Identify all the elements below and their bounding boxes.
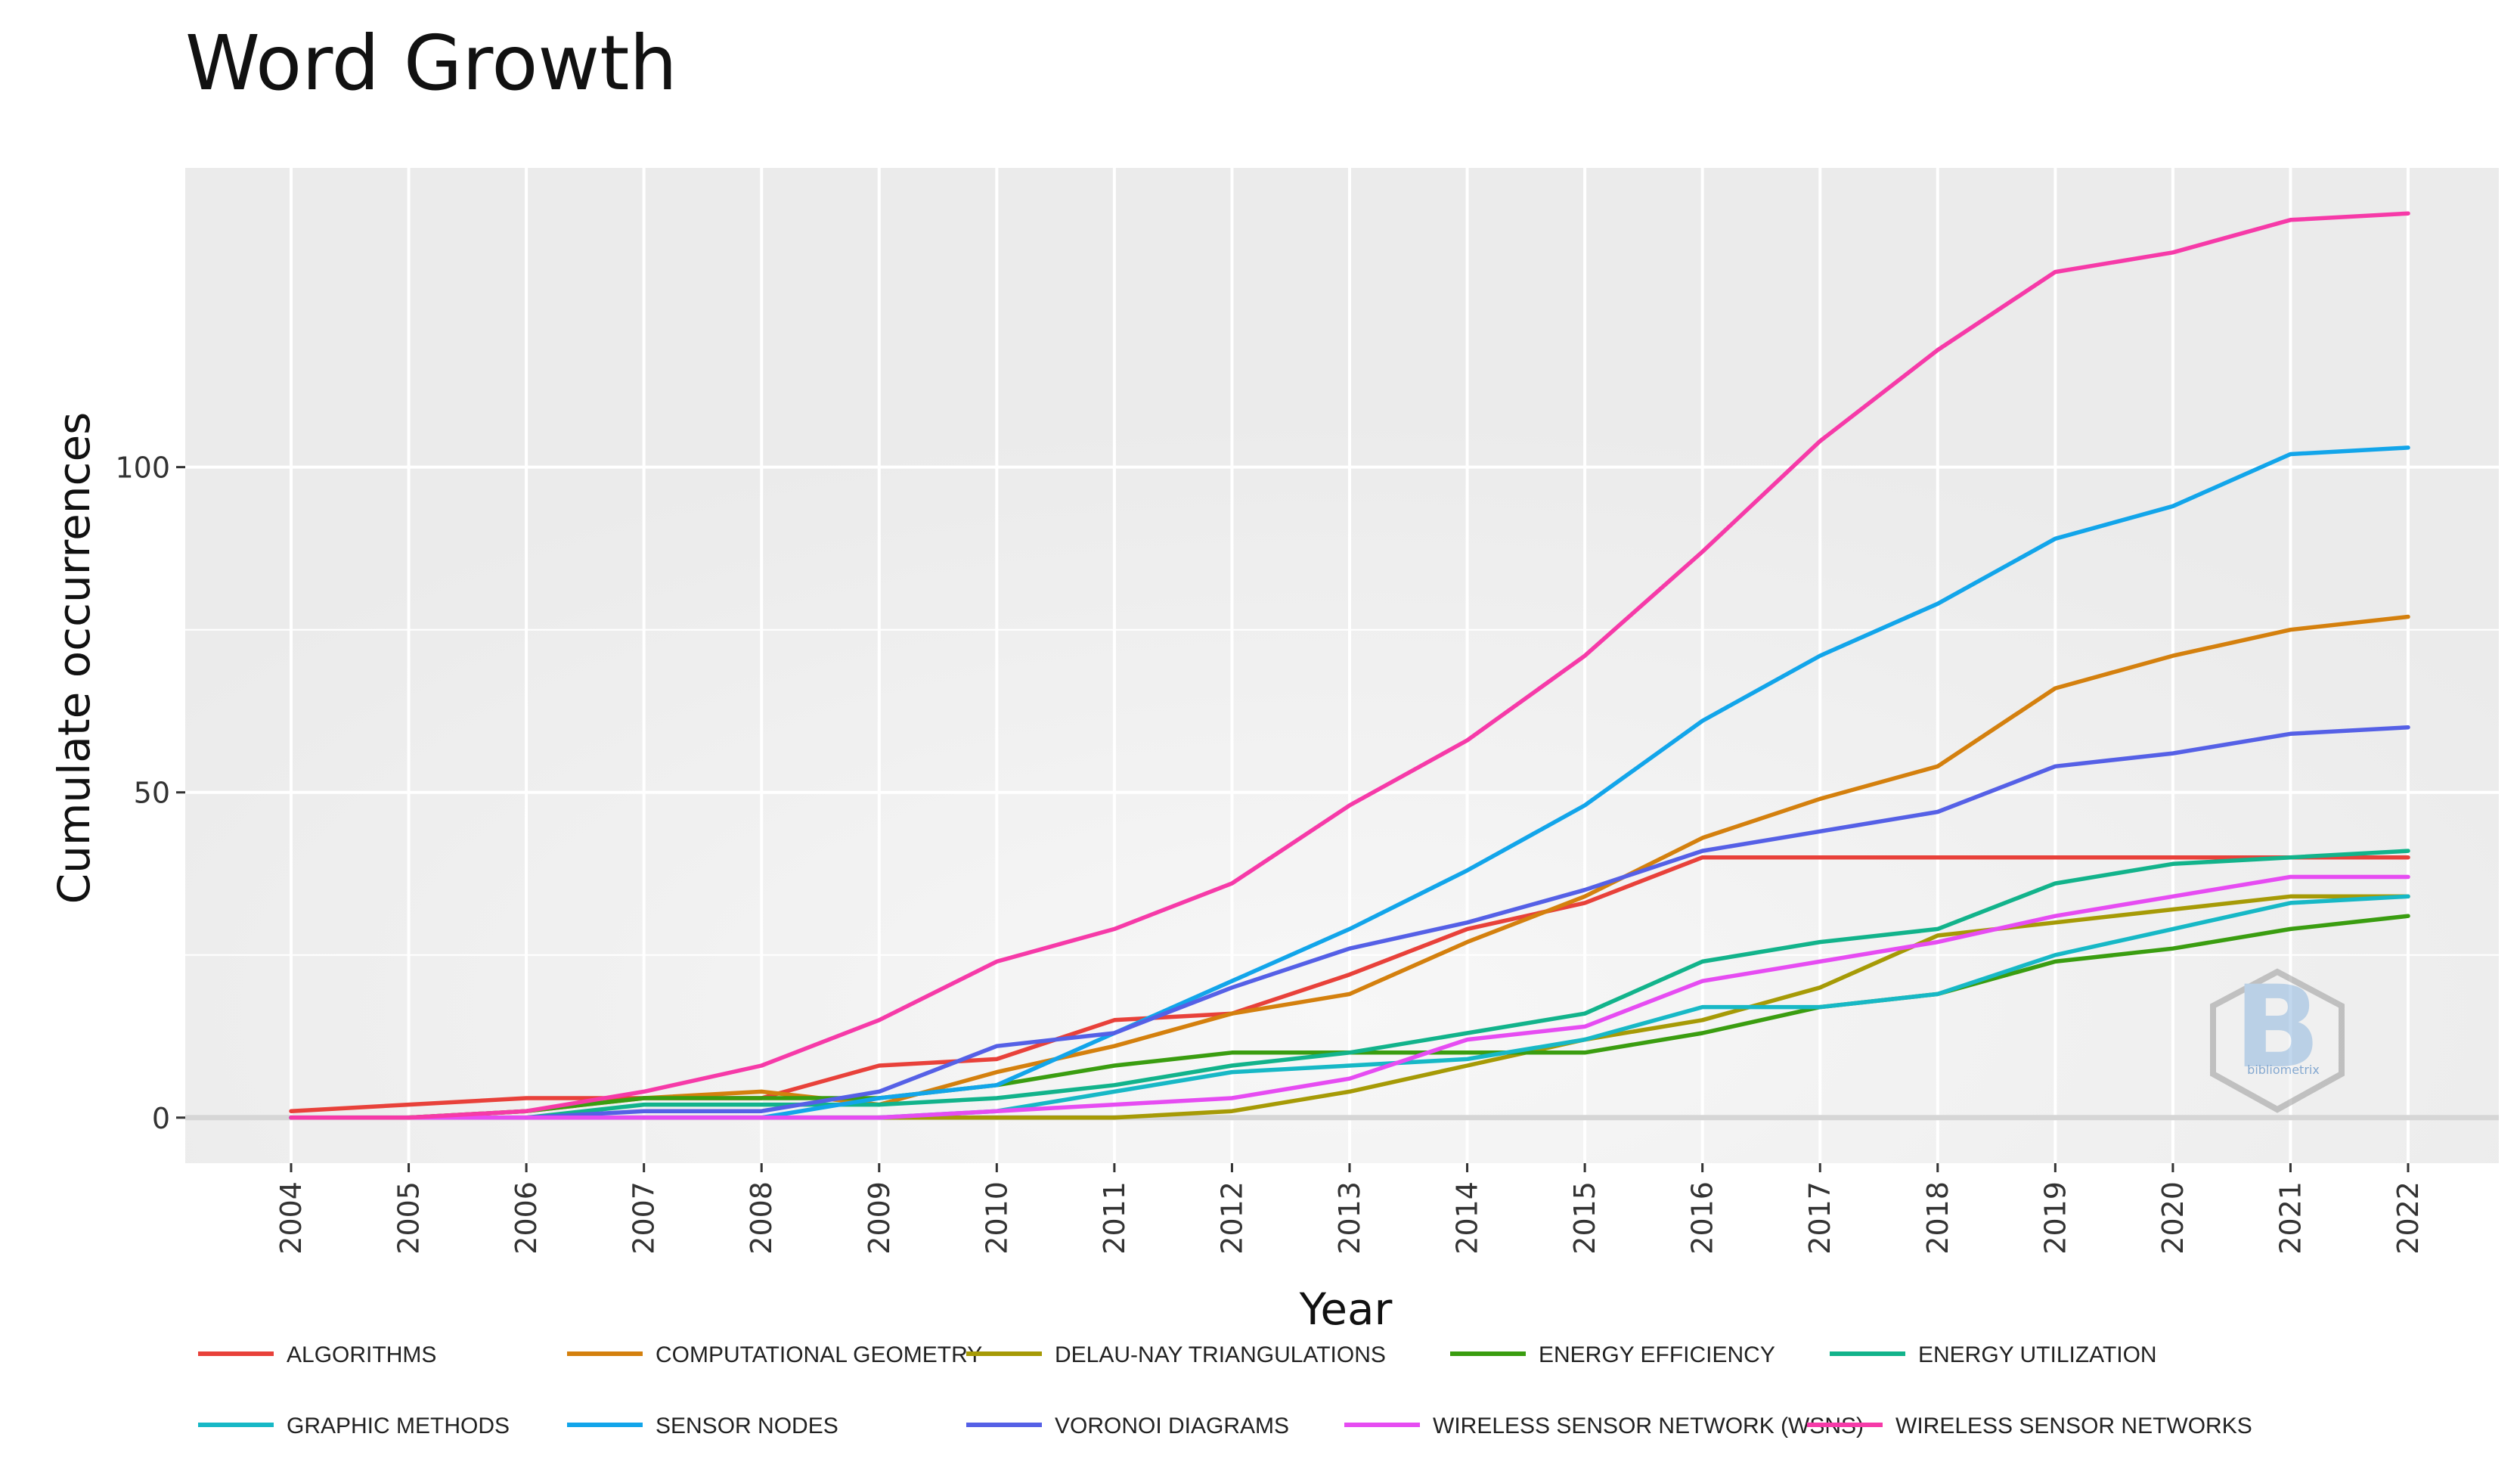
legend-label-delau-nay-triangulations: DELAU-NAY TRIANGULATIONS bbox=[1055, 1342, 1386, 1367]
x-tick-label: 2007 bbox=[628, 1181, 661, 1255]
series-line-energy-utilization bbox=[289, 849, 2410, 1120]
logo-caption: bibliometrix bbox=[2247, 1063, 2320, 1077]
legend-label-algorithms: ALGORITHMS bbox=[287, 1342, 436, 1367]
x-tick-label: 2013 bbox=[1333, 1181, 1366, 1255]
x-tick-label: 2017 bbox=[1803, 1181, 1837, 1255]
legend-label-computational-geometry: COMPUTATIONAL GEOMETRY bbox=[656, 1342, 982, 1367]
series-lines bbox=[289, 211, 2410, 1120]
x-tick-label: 2020 bbox=[2156, 1181, 2190, 1255]
legend: ALGORITHMS COMPUTATIONAL GEOMETRY DELAU-NA… bbox=[198, 1342, 2252, 1438]
logo-letter-icon: B bbox=[2234, 962, 2320, 1094]
bibliometrix-logo: B bibliometrix bbox=[2210, 962, 2345, 1113]
x-tick-label: 2018 bbox=[1921, 1181, 1954, 1255]
x-tick-label: 2019 bbox=[2038, 1181, 2072, 1255]
legend-label-wireless-sensor-network-wsns: WIRELESS SENSOR NETWORK (WSNS) bbox=[1433, 1413, 1864, 1438]
plot-panel bbox=[185, 168, 2499, 1163]
legend-label-voronoi-diagrams: VORONOI DIAGRAMS bbox=[1055, 1413, 1289, 1438]
legend-label-sensor-nodes: SENSOR NODES bbox=[656, 1413, 838, 1438]
x-tick-label: 2005 bbox=[392, 1181, 426, 1255]
x-tick-label: 2014 bbox=[1451, 1181, 1484, 1255]
x-tick-label: 2008 bbox=[745, 1181, 778, 1255]
x-tick-label: 2006 bbox=[510, 1181, 543, 1255]
y-axis: 0 50 100 bbox=[115, 452, 185, 1135]
y-tick-label: 100 bbox=[115, 452, 170, 485]
x-tick-label: 2022 bbox=[2391, 1181, 2425, 1255]
x-axis-title: Year bbox=[1299, 1283, 1393, 1335]
x-tick-label: 2011 bbox=[1098, 1181, 1131, 1255]
x-tick-label: 2010 bbox=[980, 1181, 1013, 1255]
hexagon-logo-icon bbox=[2210, 968, 2345, 1113]
legend-label-energy-efficiency: ENERGY EFFICIENCY bbox=[1539, 1342, 1775, 1367]
y-axis-title: Cumulate occurrences bbox=[48, 412, 100, 905]
x-tick-label: 2015 bbox=[1568, 1181, 1601, 1255]
legend-label-graphic-methods: GRAPHIC METHODS bbox=[287, 1413, 510, 1438]
y-tick-label: 50 bbox=[134, 777, 170, 810]
legend-label-energy-utilization: ENERGY UTILIZATION bbox=[1918, 1342, 2157, 1367]
x-tick-label: 2004 bbox=[274, 1181, 308, 1255]
x-tick-label: 2012 bbox=[1215, 1181, 1248, 1255]
series-line-wireless-sensor-network-wsns bbox=[289, 874, 2410, 1120]
x-axis: 2004 2005 2006 2007 2008 2009 2010 2011 2012 2013… bbox=[274, 1163, 2425, 1255]
x-tick-label: 2021 bbox=[2274, 1181, 2307, 1255]
x-tick-label: 2009 bbox=[863, 1181, 896, 1255]
y-tick-label: 0 bbox=[152, 1102, 170, 1135]
x-tick-label: 2016 bbox=[1686, 1181, 1719, 1255]
series-line-wireless-sensor-networks bbox=[289, 211, 2410, 1120]
chart-title: Word Growth bbox=[185, 19, 677, 107]
legend-label-wireless-sensor-networks: WIRELESS SENSOR NETWORKS bbox=[1895, 1413, 2252, 1438]
series-line-voronoi-diagrams bbox=[289, 725, 2410, 1120]
